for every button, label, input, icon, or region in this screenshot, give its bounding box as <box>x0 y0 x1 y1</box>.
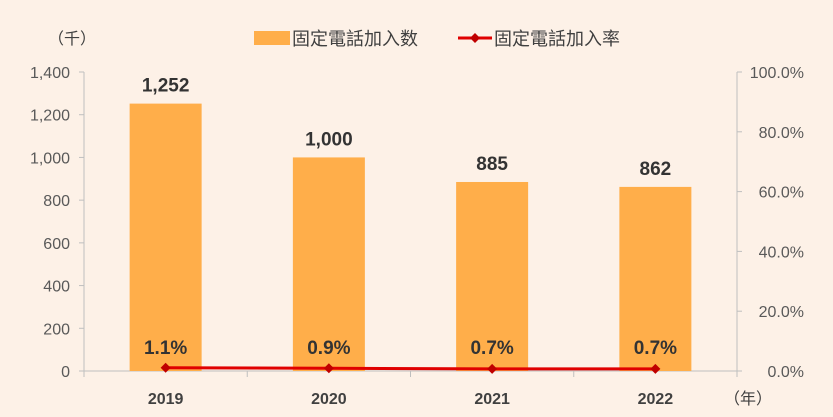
y-left-tick-label: 1,200 <box>30 108 70 125</box>
y-left-tick-label: 800 <box>43 193 70 210</box>
bar-data-label: 1,000 <box>305 129 353 150</box>
line-data-label: 0.9% <box>307 338 350 359</box>
bar <box>292 157 365 371</box>
y-right-tick-label: 100.0% <box>750 65 804 82</box>
y-left-tick-label: 0 <box>61 364 70 381</box>
data-labels: 1,252 1,000 885 862 1.1% 0.9% 0.7% 0.7% <box>142 76 677 359</box>
bar <box>619 186 692 371</box>
y-right-tick-label: 60.0% <box>759 185 804 202</box>
x-tick-label: 2022 <box>638 391 674 408</box>
x-unit: （年） <box>724 390 772 408</box>
bar-data-label: 885 <box>476 154 508 175</box>
line-data-label: 0.7% <box>634 338 677 359</box>
line-marker <box>160 362 171 373</box>
y-right-tick-label: 40.0% <box>759 244 804 261</box>
y-left-tick-label: 1,400 <box>30 65 70 82</box>
bar-data-label: 1,252 <box>142 76 190 97</box>
y-right-tick-label: 20.0% <box>759 304 804 321</box>
line-marker <box>487 363 498 374</box>
legend: 固定電話加入数 固定電話加入率 <box>254 29 620 49</box>
x-tick-label: 2021 <box>474 391 510 408</box>
bar <box>129 103 202 371</box>
line-marker <box>650 363 661 374</box>
y-left-tick-label: 600 <box>43 236 70 253</box>
y-right-tick-label: 80.0% <box>759 125 804 142</box>
y-left-tick-label: 1,000 <box>30 150 70 167</box>
legend-swatch-marker <box>470 33 480 43</box>
legend-label: 固定電話加入率 <box>494 29 620 49</box>
line-marker <box>323 363 334 374</box>
line-path <box>165 366 656 371</box>
line-data-label: 1.1% <box>144 338 187 359</box>
y-right-tick-label: 0.0% <box>768 364 804 381</box>
bar-series <box>129 103 692 371</box>
line-data-label: 0.7% <box>470 338 513 359</box>
y-left-tick-label: 400 <box>43 279 70 296</box>
y-left-unit: （千） <box>48 30 96 48</box>
bar <box>456 181 529 371</box>
y-left-tick-label: 200 <box>43 321 70 338</box>
line-series <box>160 362 661 374</box>
legend-swatch-bar <box>254 31 290 45</box>
bar-data-label: 862 <box>640 159 672 180</box>
legend-label: 固定電話加入数 <box>292 29 418 49</box>
x-tick-label: 2019 <box>148 391 184 408</box>
axes: 0 200 400 600 800 1,000 1,200 1,400 0.0% 20.0% 40.… <box>30 65 804 408</box>
x-tick-label: 2020 <box>311 391 347 408</box>
